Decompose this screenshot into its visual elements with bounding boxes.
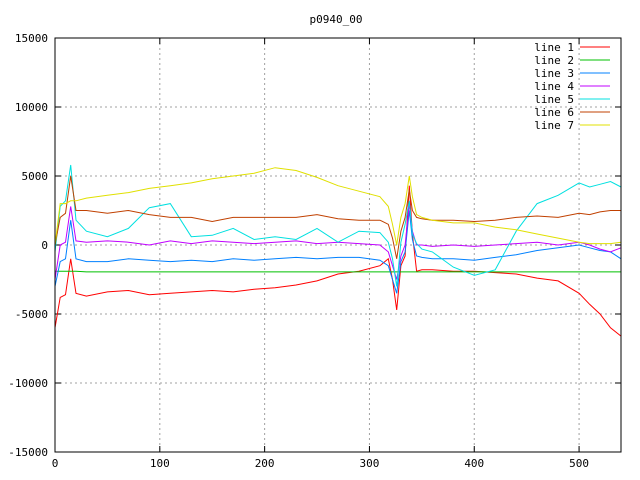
y-tick-label: 10000 — [15, 101, 48, 114]
legend-label: line 1 — [534, 41, 574, 54]
y-tick-label: -10000 — [8, 377, 48, 390]
y-tick-label: -15000 — [8, 446, 48, 459]
x-tick-label: 300 — [360, 457, 380, 470]
y-tick-label: 5000 — [22, 170, 49, 183]
plot-frame — [54, 37, 622, 453]
grid — [55, 38, 621, 452]
legend-label: line 3 — [534, 67, 574, 80]
x-tick-label: 500 — [569, 457, 589, 470]
series-lines — [54, 164, 622, 337]
legend-label: line 2 — [534, 54, 574, 67]
series-line-4 — [54, 203, 622, 280]
legend-label: line 6 — [534, 106, 574, 119]
x-tick-label: 200 — [255, 457, 275, 470]
y-tick-label: 15000 — [15, 32, 48, 45]
series-line-5 — [54, 164, 622, 287]
series-line-1 — [54, 185, 622, 337]
legend-label: line 7 — [534, 119, 574, 132]
legend-label: line 5 — [534, 93, 574, 106]
chart-title: p0940_00 — [310, 13, 363, 26]
series-line-6 — [54, 175, 621, 259]
series-line-3 — [54, 210, 622, 294]
x-tick-label: 100 — [150, 457, 170, 470]
series-line-7 — [54, 167, 622, 246]
axis-ticks: 0 100 200 300 400 500 -15000 -10000 -5000 0 5000 10… — [8, 32, 621, 470]
x-tick-label: 400 — [464, 457, 484, 470]
series-line-2 — [55, 270, 621, 273]
y-tick-label: -5000 — [15, 308, 48, 321]
legend-label: line 4 — [534, 80, 574, 93]
y-tick-label: 0 — [41, 239, 48, 252]
x-tick-label: 0 — [52, 457, 59, 470]
